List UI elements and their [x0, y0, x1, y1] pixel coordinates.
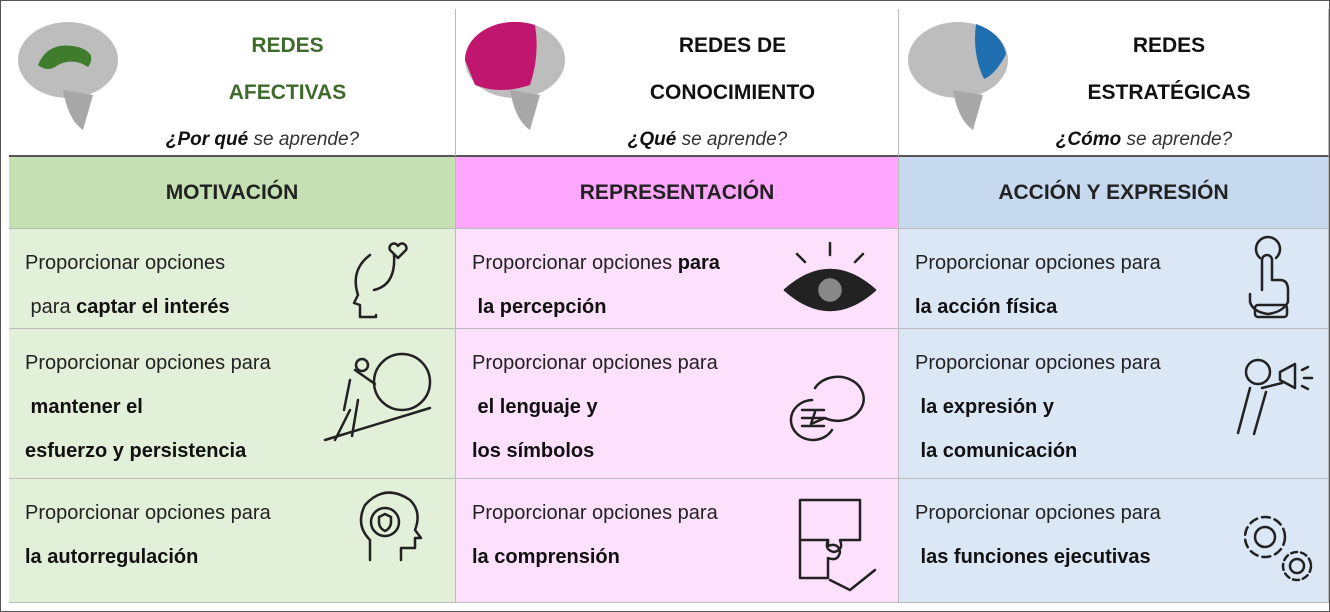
guideline-line: esfuerzo y persistencia: [25, 429, 455, 473]
question-part: se aprende?: [676, 129, 788, 150]
guideline-line: Proporcionar opciones para: [915, 241, 1328, 285]
network-title: REDES: [251, 34, 324, 57]
guideline-text: la percepción: [472, 296, 607, 318]
guideline-cell: Proporcionar opciones para la comprensión: [456, 479, 899, 603]
guideline-line: Proporcionar opciones para: [472, 491, 898, 535]
guideline-line: mantener el: [25, 385, 455, 429]
guideline-text: Proporcionar opciones: [472, 252, 678, 274]
guideline-text: captar el interés: [76, 296, 230, 318]
guideline-text: para: [25, 296, 77, 318]
guideline-cell: Proporcionar opciones para captar el int…: [9, 229, 456, 329]
guideline-line: la percepción: [472, 285, 898, 329]
guideline-line: Proporcionar opciones para: [915, 491, 1328, 535]
guideline-cell: Proporcionar opciones para mantener el es…: [9, 329, 456, 479]
guideline-line: Proporcionar opciones para: [472, 241, 898, 285]
question-part: se aprende?: [1121, 129, 1233, 150]
guideline-text: Proporcionar opciones para: [915, 252, 1161, 274]
network-title: ESTRATÉGICAS: [1087, 81, 1251, 104]
guideline-text: la acción física: [915, 296, 1058, 318]
guideline-text: Proporcionar opciones para: [472, 502, 718, 524]
network-title: AFECTIVAS: [228, 81, 347, 104]
guideline-text: Proporcionar opciones para: [472, 352, 718, 374]
guideline-line: la expresión y: [915, 385, 1328, 429]
guideline-text: Proporcionar opciones para: [915, 352, 1161, 374]
question-part: ¿Qué: [627, 129, 677, 150]
guideline-line: la comunicación: [915, 429, 1328, 473]
principle: ACCIÓN Y EXPRESIÓN: [899, 157, 1329, 229]
guideline-text: Proporcionar opciones para: [25, 352, 271, 374]
question: ¿Por qué se aprende?: [69, 129, 456, 151]
guideline-text: esfuerzo y persistencia: [25, 440, 247, 462]
guideline-line: Proporcionar opciones para: [25, 491, 455, 535]
network-title: REDES: [1132, 34, 1206, 57]
guideline-line: la acción física: [915, 285, 1328, 329]
principle: REPRESENTACIÓN: [456, 157, 899, 229]
network-title: CONOCIMIENTO: [649, 81, 816, 104]
guideline-cell: Proporcionar opciones para la expresión …: [899, 329, 1329, 479]
guideline-text: Proporcionar opciones para: [25, 502, 271, 524]
question-part: se aprende?: [248, 129, 360, 150]
question: ¿Qué se aprende?: [516, 129, 899, 151]
principle: MOTIVACIÓN: [9, 157, 456, 229]
guideline-cell: Proporcionar opciones para la acción físi…: [899, 229, 1329, 329]
guideline-line: Proporcionar opciones para: [25, 341, 455, 385]
guideline-line: para captar el interés: [25, 285, 455, 329]
guideline-cell: Proporcionar opciones para la percepción: [456, 229, 899, 329]
guideline-line: el lenguaje y: [472, 385, 898, 429]
guideline-line: la autorregulación: [25, 535, 455, 579]
guideline-text: la autorregulación: [25, 546, 199, 568]
guideline-text: Proporcionar opciones: [25, 252, 226, 274]
guideline-text: Proporcionar opciones para: [915, 502, 1161, 524]
guideline-text: mantener el: [25, 396, 143, 418]
guideline-text: el lenguaje y: [472, 396, 598, 418]
guideline-cell: Proporcionar opciones para las funciones…: [899, 479, 1329, 603]
guideline-text: para: [677, 252, 720, 274]
question: ¿Cómo se aprende?: [959, 129, 1329, 151]
guideline-line: Proporcionar opciones para: [915, 341, 1328, 385]
guideline-line: Proporcionar opciones: [25, 241, 455, 285]
network-title: REDES DE: [678, 34, 787, 57]
guideline-text: la comprensión: [472, 546, 620, 568]
guideline-cell: Proporcionar opciones para el lenguaje y…: [456, 329, 899, 479]
guideline-text: la comunicación: [915, 440, 1078, 462]
guideline-line: la comprensión: [472, 535, 898, 579]
question-part: ¿Por qué: [165, 129, 249, 150]
guideline-line: Proporcionar opciones para: [472, 341, 898, 385]
guideline-cell: Proporcionar opciones para la autorregula…: [9, 479, 456, 603]
guideline-text: las funciones ejecutivas: [915, 546, 1151, 568]
guideline-text: la expresión y: [915, 396, 1054, 418]
guideline-line: los símbolos: [472, 429, 898, 473]
question-part: ¿Cómo: [1055, 129, 1122, 150]
guideline-line: las funciones ejecutivas: [915, 535, 1328, 579]
guideline-text: los símbolos: [472, 440, 595, 462]
